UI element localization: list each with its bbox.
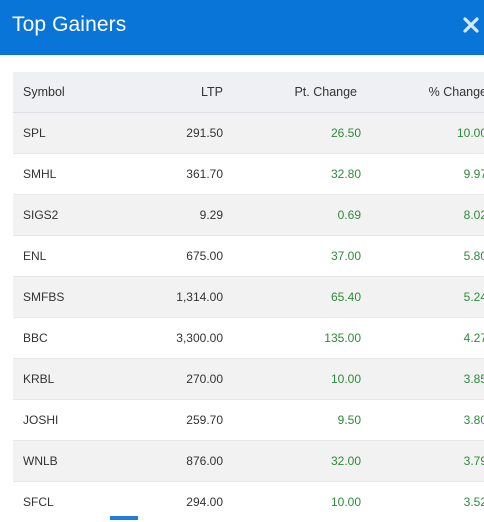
cell-pt-change: 26.50	[223, 113, 361, 154]
table-header-row: Symbol LTP Pt. Change % Change	[13, 72, 484, 113]
cell-pt-change: 65.40	[223, 277, 361, 318]
cell-ltp: 361.70	[124, 154, 223, 195]
cell-pct-change: 3.85	[361, 359, 484, 400]
cell-symbol: ENL	[13, 236, 124, 277]
cell-pct-change: 3.52	[361, 482, 484, 522]
cell-symbol: SIGS2	[13, 195, 124, 236]
cell-symbol: SMFBS	[13, 277, 124, 318]
header-ltp[interactable]: LTP	[124, 72, 223, 113]
header-pct-change[interactable]: % Change	[361, 72, 484, 113]
cell-pct-change: 9.97	[361, 154, 484, 195]
cell-ltp: 270.00	[124, 359, 223, 400]
cell-pct-change: 3.79	[361, 441, 484, 482]
cell-ltp: 876.00	[124, 441, 223, 482]
header-pt-change[interactable]: Pt. Change	[223, 72, 361, 113]
cell-ltp: 294.00	[124, 482, 223, 522]
cell-pct-change: 8.02	[361, 195, 484, 236]
header-symbol[interactable]: Symbol	[13, 72, 124, 113]
cell-symbol: BBC	[13, 318, 124, 359]
cell-ltp: 3,300.00	[124, 318, 223, 359]
scroll-indicator	[110, 516, 138, 520]
cell-pt-change: 32.00	[223, 441, 361, 482]
cell-pt-change: 135.00	[223, 318, 361, 359]
cell-symbol: WNLB	[13, 441, 124, 482]
cell-pct-change: 3.80	[361, 400, 484, 441]
cell-pt-change: 10.00	[223, 359, 361, 400]
cell-ltp: 259.70	[124, 400, 223, 441]
cell-ltp: 9.29	[124, 195, 223, 236]
cell-symbol: KRBL	[13, 359, 124, 400]
cell-ltp: 675.00	[124, 236, 223, 277]
cell-pct-change: 5.80	[361, 236, 484, 277]
close-icon[interactable]	[462, 16, 480, 34]
cell-symbol: SFCL	[13, 482, 124, 522]
cell-pt-change: 9.50	[223, 400, 361, 441]
cell-symbol: JOSHI	[13, 400, 124, 441]
cell-pt-change: 32.80	[223, 154, 361, 195]
cell-ltp: 291.50	[124, 113, 223, 154]
cell-symbol: SPL	[13, 113, 124, 154]
cell-pct-change: 5.24	[361, 277, 484, 318]
cell-pt-change: 37.00	[223, 236, 361, 277]
modal-title: Top Gainers	[12, 12, 126, 38]
cell-pt-change: 0.69	[223, 195, 361, 236]
cell-pt-change: 10.00	[223, 482, 361, 522]
modal-header: Top Gainers	[0, 0, 484, 55]
cell-symbol: SMHL	[13, 154, 124, 195]
cell-ltp: 1,314.00	[124, 277, 223, 318]
cell-pct-change: 4.27	[361, 318, 484, 359]
cell-pct-change: 10.00	[361, 113, 484, 154]
